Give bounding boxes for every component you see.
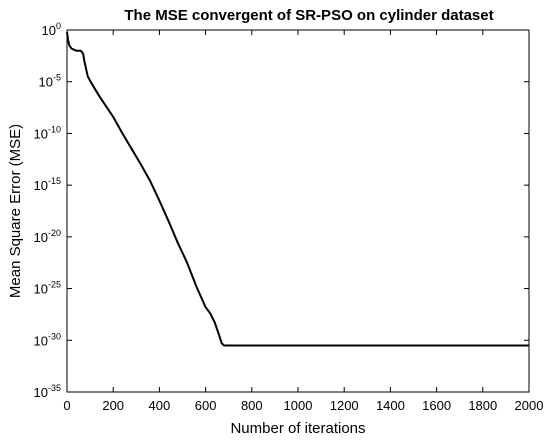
x-tick-label: 1600: [422, 398, 451, 413]
x-tick-label: 2000: [515, 398, 544, 413]
y-axis-label: Mean Square Error (MSE): [7, 124, 24, 298]
x-tick-label: 600: [195, 398, 217, 413]
plot-frame: [66, 29, 530, 393]
x-axis: 0 200 400 600 800 1000 1200 1400 1600 1800 2000: [63, 30, 543, 413]
x-tick-label: 800: [241, 398, 263, 413]
x-tick-label: 400: [149, 398, 171, 413]
series-line-0: [66, 31, 529, 347]
x-tick-label: 1200: [330, 398, 359, 413]
x-tick-label: 200: [102, 398, 124, 413]
chart-title: The MSE convergent of SR-PSO on cylinder…: [124, 7, 493, 24]
y-axis: 100 10-5 10-10 10-15 10-20 10-25 10-30 10-35: [34, 21, 529, 400]
x-tick-label: 1000: [284, 398, 313, 413]
x-tick-label: 1800: [468, 398, 497, 413]
y-tick-label: 10-10: [34, 124, 61, 141]
y-tick-label: 10-15: [34, 176, 61, 193]
y-tick-label: 10-35: [34, 383, 61, 400]
y-tick-label: 10-20: [34, 228, 61, 245]
y-tick-label: 10-25: [34, 280, 61, 297]
plot-area: [66, 31, 529, 347]
y-tick-label: 100: [42, 21, 61, 38]
y-tick-label: 10-5: [39, 73, 61, 90]
x-tick-label: 1400: [376, 398, 405, 413]
x-axis-label: Number of iterations: [230, 420, 365, 437]
y-tick-label: 10-30: [34, 331, 61, 348]
x-tick-label: 0: [63, 398, 70, 413]
